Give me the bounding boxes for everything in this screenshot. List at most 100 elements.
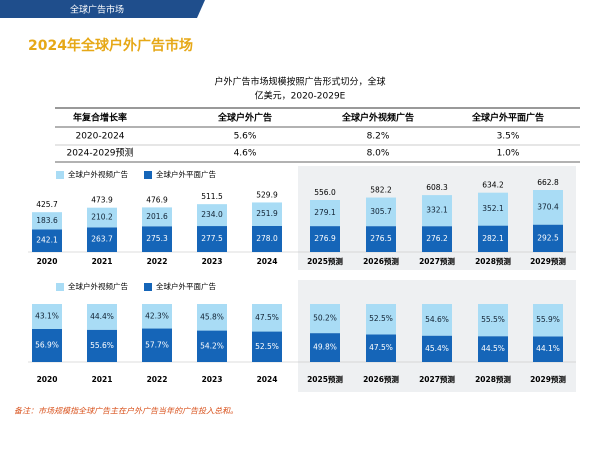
table-cell: 8.0% [367,149,390,159]
bar-segment [142,207,172,227]
value-label: 305.7 [370,207,392,216]
value-label: 54.6% [425,315,449,324]
legend-swatch [56,171,64,179]
bar-segment [310,304,340,334]
bar-segment [252,202,282,226]
bar-segment [533,224,563,252]
value-label: 57.7% [145,340,169,349]
value-label: 278.0 [256,234,278,243]
x-tick-label: 2020 [37,257,58,266]
value-label: 45.4% [425,344,449,353]
value-label: 275.3 [146,234,168,243]
value-label: 292.5 [537,233,559,242]
x-tick-label: 2029预测 [530,374,566,384]
x-tick-label: 2029预测 [530,256,566,266]
value-label: 279.1 [314,208,336,217]
value-label: 49.8% [313,343,337,352]
value-label: 242.1 [36,236,58,245]
bar-segment [422,226,452,252]
legend-label: 全球户外视频广告 [68,169,128,179]
x-tick-label: 2023 [202,257,223,266]
x-tick-label: 2024 [257,375,278,384]
note: 备注：市场规模指全球广告主在户外广告当年的广告投入总和。 [14,407,238,416]
value-label: 50.2% [313,314,337,323]
bar-segment [197,330,227,362]
table-cell: 8.2% [367,132,390,142]
x-tick-label: 2024 [257,257,278,266]
bar-segment [310,199,340,227]
bar-segment [533,304,563,337]
value-label: 52.5% [369,314,393,323]
value-label: 43.1% [35,311,59,320]
value-label: 370.4 [537,202,559,211]
value-label: 201.6 [146,212,168,221]
value-label: 251.9 [256,209,278,218]
bar-segment [197,226,227,252]
bar-segment [197,304,227,331]
legend-label: 全球户外平面广告 [156,281,216,291]
total-label: 582.2 [370,186,392,195]
value-label: 42.3% [145,311,169,320]
bar-segment [478,225,508,252]
table-cell: 4.6% [234,149,257,159]
legend-label: 全球户外平面广告 [156,169,216,179]
bar-segment [478,336,508,362]
value-label: 276.5 [370,234,392,243]
bar-segment [87,329,117,362]
bar-segment [533,190,563,225]
legend-swatch [144,283,152,291]
legend-swatch [56,283,64,291]
x-tick-label: 2021 [92,257,113,266]
value-label: 55.6% [90,341,114,350]
value-label: 44.1% [536,344,560,353]
total-label: 556.0 [314,188,336,197]
value-label: 44.5% [481,344,505,353]
bar-segment [87,304,117,330]
total-label: 529.9 [256,190,278,199]
table-cell: 2020-2024 [75,132,124,142]
table-header: 全球户外视频广告 [341,112,414,124]
bar-segment [32,328,62,362]
bar-segment [32,304,62,329]
bar-segment [252,225,282,252]
bar-segment [533,336,563,362]
total-label: 476.9 [146,195,168,204]
value-label: 56.9% [35,340,59,349]
value-label: 332.1 [426,206,448,215]
bar-segment [422,195,452,227]
value-label: 55.5% [481,315,505,324]
x-tick-label: 2028预测 [475,256,511,266]
table-cell: 5.6% [234,132,257,142]
bar-segment [252,331,282,362]
bar-segment [478,192,508,226]
value-label: 282.1 [482,234,504,243]
table-cell: 1.0% [497,149,520,159]
x-tick-label: 2021 [92,375,113,384]
legend-swatch [144,171,152,179]
header-band [0,0,205,18]
x-tick-label: 2022 [147,375,168,384]
total-label: 662.8 [537,178,559,187]
bar-segment [32,229,62,252]
table-header: 全球户外平面广告 [471,112,544,124]
table-cell: 2024-2029预测 [66,148,133,159]
value-label: 210.2 [91,213,113,222]
bar-segment [87,227,117,252]
x-tick-label: 2020 [37,375,58,384]
x-tick-label: 2026预测 [363,256,399,266]
legend-label: 全球户外视频广告 [68,281,128,291]
x-tick-label: 2025预测 [307,374,343,384]
bar-segment [142,328,172,362]
x-tick-label: 2027预测 [419,256,455,266]
value-label: 183.6 [36,216,58,225]
bar-segment [142,226,172,252]
bar-segment [32,212,62,230]
total-label: 473.9 [91,196,113,205]
bar-segment [366,334,396,362]
table-title: 户外广告市场规模按照广告形式切分，全球 [214,76,385,88]
total-label: 608.3 [426,183,448,192]
x-tick-label: 2027预测 [419,374,455,384]
value-label: 52.5% [255,342,279,351]
value-label: 276.9 [314,234,336,243]
